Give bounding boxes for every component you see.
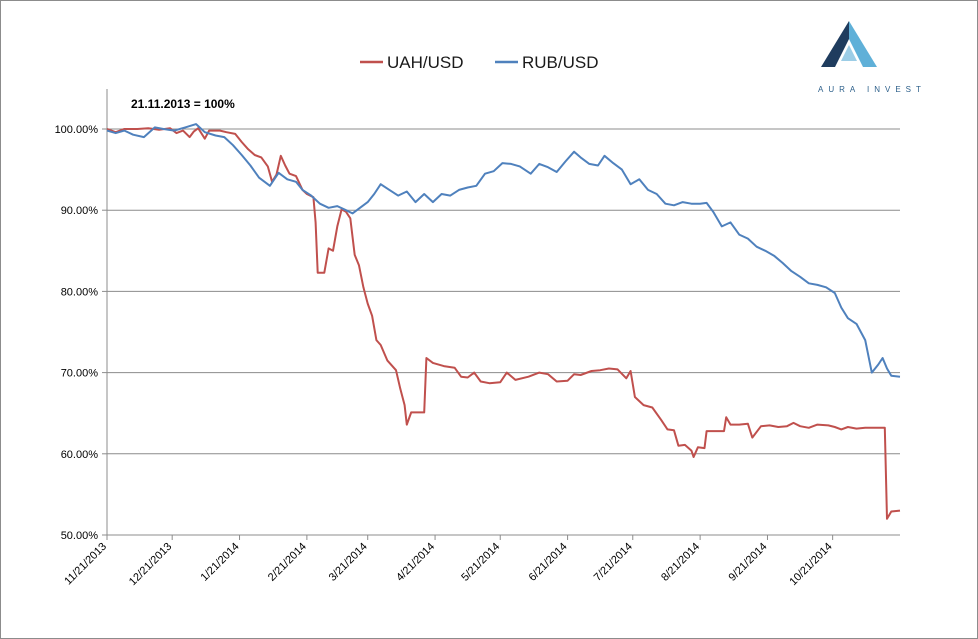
y-tick-label: 90.00% (61, 205, 99, 217)
x-tick-label: 8/21/2014 (659, 541, 702, 584)
series-line-rub-usd (106, 123, 901, 378)
x-axis-ticks: 11/21/2013 12/21/2013 1/21/2014 2/21/2014 3/… (62, 535, 835, 588)
x-tick-label: 10/21/2014 (787, 541, 834, 588)
y-axis-ticks: 100.00% 90.00% 80.00% 70.00% 60.00% 50.00% (55, 124, 107, 542)
series-line-uah-usd (106, 127, 901, 520)
x-tick-label: 5/21/2014 (459, 541, 502, 584)
x-tick-label: 2/21/2014 (266, 541, 309, 584)
legend-label-uah: UAH/USD (387, 53, 464, 72)
gridlines (107, 128, 900, 455)
y-tick-label: 100.00% (55, 124, 99, 136)
legend: UAH/USD RUB/USD (360, 53, 599, 72)
aura-invest-logo: AURA INVEST (818, 21, 926, 94)
x-tick-label: 4/21/2014 (394, 541, 437, 584)
logo-mark-inner (841, 45, 857, 61)
x-tick-label: 6/21/2014 (527, 541, 570, 584)
y-tick-label: 50.00% (61, 530, 99, 542)
axes (106, 89, 900, 536)
logo-mark-right (849, 21, 877, 67)
logo-mark-left (821, 21, 849, 67)
series-layer (106, 123, 901, 520)
x-tick-label: 11/21/2013 (62, 541, 109, 588)
x-tick-label: 9/21/2014 (727, 541, 770, 584)
y-tick-label: 60.00% (61, 449, 99, 461)
x-tick-label: 12/21/2013 (127, 541, 174, 588)
x-tick-label: 1/21/2014 (199, 541, 242, 584)
y-tick-label: 80.00% (61, 286, 99, 298)
x-tick-label: 3/21/2014 (327, 541, 370, 584)
logo-wordmark: AURA INVEST (818, 85, 926, 94)
legend-label-rub: RUB/USD (522, 53, 599, 72)
y-tick-label: 70.00% (61, 368, 99, 380)
annotation-base-date: 21.11.2013 = 100% (131, 97, 235, 111)
x-tick-label: 7/21/2014 (592, 541, 635, 584)
